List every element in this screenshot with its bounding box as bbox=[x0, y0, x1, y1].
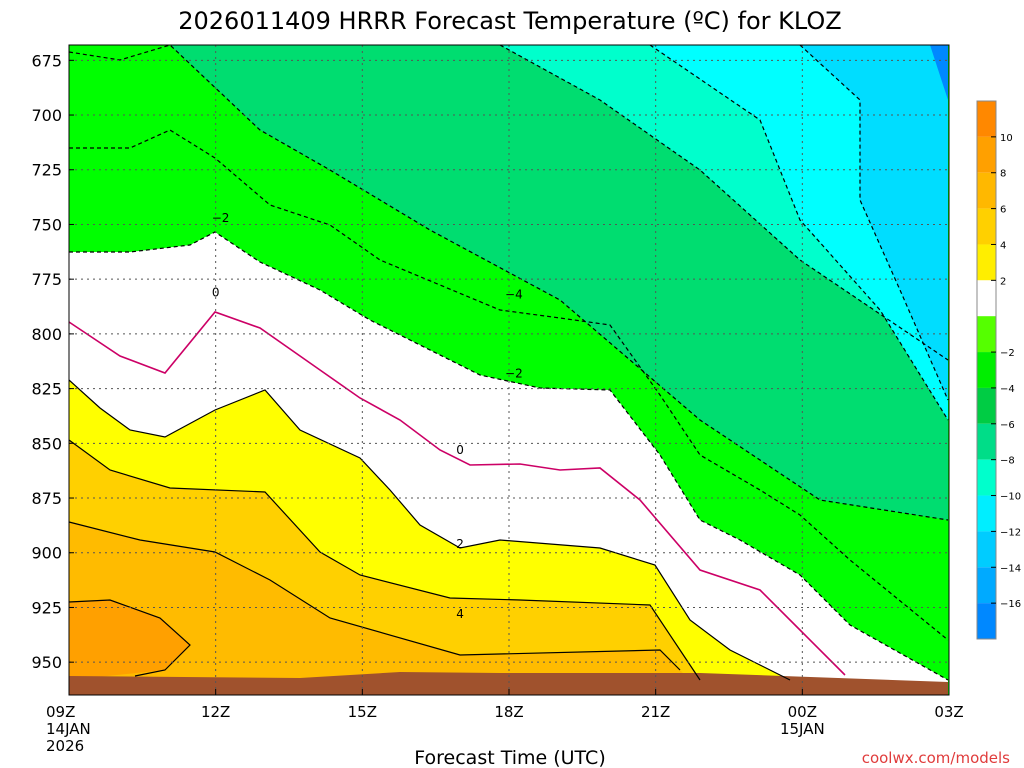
credit-text: coolwx.com/models bbox=[862, 749, 1010, 767]
y-tick-label: 700 bbox=[31, 106, 62, 125]
colorbar-label: −6 bbox=[1000, 420, 1015, 431]
colorbar-label: −4 bbox=[1000, 384, 1015, 395]
x-tick-label: 09Z bbox=[46, 703, 75, 721]
y-tick-label: 775 bbox=[31, 270, 62, 289]
x-tick-label: 03Z bbox=[934, 703, 963, 721]
colorbar-segment bbox=[977, 531, 996, 568]
colorbar-label: −2 bbox=[1000, 348, 1015, 359]
colorbar-label: −14 bbox=[1000, 563, 1021, 574]
y-tick-label: 725 bbox=[31, 161, 62, 180]
colorbar: 10 8 6 4 2 −2 −4 −6 −8 −10 −12 −14 −16 bbox=[976, 100, 1021, 640]
y-tick-label: 825 bbox=[31, 380, 62, 399]
x-tick-label: 21Z bbox=[641, 703, 670, 721]
colorbar-label: 2 bbox=[1000, 276, 1006, 287]
colorbar-segment bbox=[977, 101, 996, 137]
x-axis-label: Forecast Time (UTC) bbox=[414, 747, 605, 768]
y-tick-label: 800 bbox=[31, 325, 62, 344]
colorbar-segment bbox=[977, 316, 996, 353]
colorbar-label: 4 bbox=[1000, 240, 1006, 251]
colorbar-segment bbox=[977, 136, 996, 173]
colorbar-segment bbox=[977, 208, 996, 245]
colorbar-label: 8 bbox=[1000, 169, 1006, 180]
chart-title: 2026011409 HRRR Forecast Temperature (ºC… bbox=[178, 7, 842, 35]
x-tick-label: 18Z bbox=[494, 703, 523, 721]
y-tick-label: 675 bbox=[31, 51, 62, 70]
grid bbox=[69, 45, 949, 695]
y-tick-label: 950 bbox=[31, 653, 62, 672]
colorbar-label: 6 bbox=[1000, 205, 1006, 216]
colorbar-segment bbox=[977, 387, 996, 424]
colorbar-segment bbox=[977, 459, 996, 496]
y-tick-label: 850 bbox=[31, 434, 62, 453]
contour-label: 4 bbox=[456, 607, 464, 621]
contour-label: −4 bbox=[505, 287, 523, 301]
x-tick-label: 12Z bbox=[201, 703, 230, 721]
contour-label: 0 bbox=[212, 285, 220, 299]
colorbar-label: −10 bbox=[1000, 492, 1021, 503]
y-tick-label: 875 bbox=[31, 489, 62, 508]
x-tick-label: 2026 bbox=[46, 737, 84, 755]
contour-label: −2 bbox=[212, 211, 230, 225]
x-tick-label: 14JAN bbox=[46, 720, 91, 738]
y-tick-label: 750 bbox=[31, 215, 62, 234]
colorbar-segment bbox=[977, 423, 996, 460]
contour-label: 2 bbox=[456, 537, 464, 551]
y-tick-label: 925 bbox=[31, 598, 62, 617]
colorbar-segment bbox=[977, 244, 996, 281]
colorbar-segment bbox=[977, 280, 996, 317]
contour-labels: −2 0 −4 −2 0 2 4 bbox=[212, 211, 523, 621]
contour-label: 0 bbox=[456, 443, 464, 457]
colorbar-label: −16 bbox=[1000, 599, 1021, 610]
colorbar-segment bbox=[977, 495, 996, 532]
colorbar-frame bbox=[976, 100, 997, 640]
colorbar-label: −12 bbox=[1000, 527, 1021, 538]
x-tick-label: 15Z bbox=[348, 703, 377, 721]
colorbar-label: 10 bbox=[1000, 133, 1013, 144]
contour-label: −2 bbox=[505, 366, 523, 380]
colorbar-segment bbox=[977, 352, 996, 388]
colorbar-segment bbox=[977, 603, 996, 639]
contour-lines bbox=[68, 44, 949, 681]
colorbar-label: −8 bbox=[1000, 456, 1015, 467]
x-tick-label: 00Z bbox=[788, 703, 817, 721]
y-axis: 675 700 725 750 775 800 825 850 875 900 925 950 bbox=[31, 51, 74, 672]
colorbar-segment bbox=[977, 172, 996, 209]
y-tick-label: 900 bbox=[31, 544, 62, 563]
x-tick-label: 15JAN bbox=[780, 720, 825, 738]
colorbar-segment bbox=[977, 567, 996, 604]
